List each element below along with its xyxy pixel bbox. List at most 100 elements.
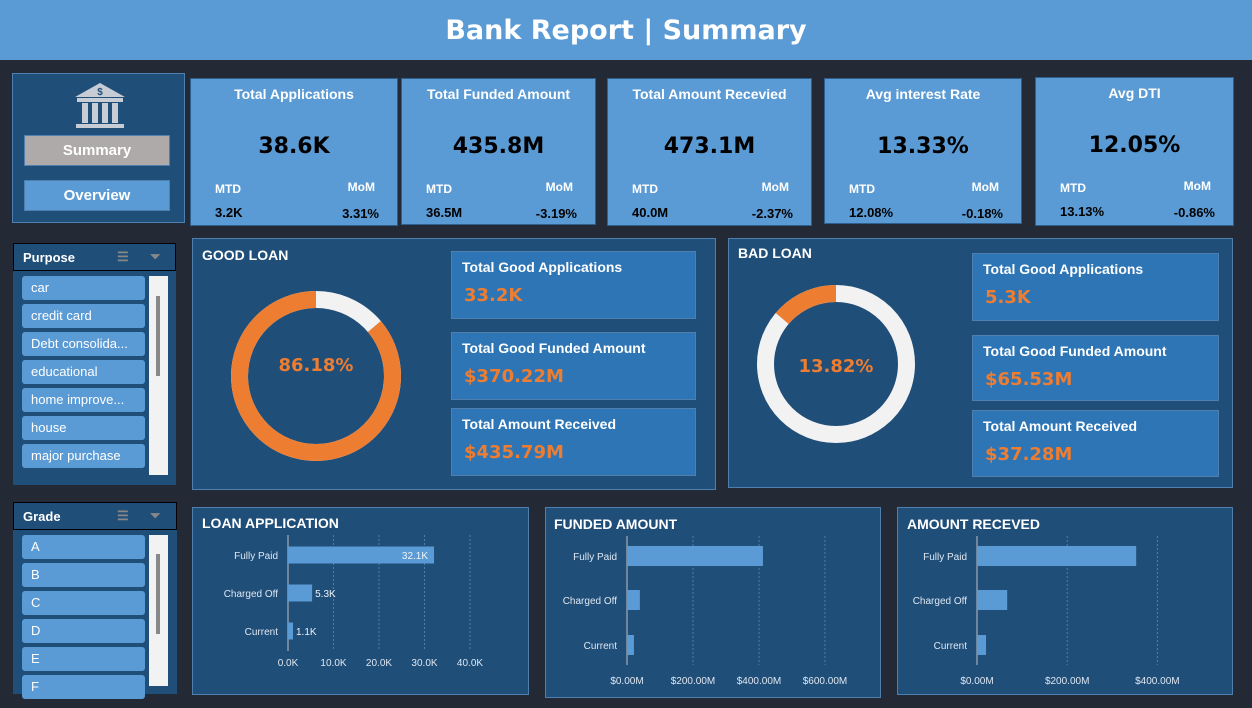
mom-label: MoM [761, 180, 789, 194]
slicer-item[interactable]: home improve... [22, 388, 145, 412]
scrollbar[interactable] [149, 276, 168, 475]
bar [977, 635, 987, 655]
stat-card: Total Good Funded Amount $65.53M [972, 335, 1219, 401]
kpi-title: Avg interest Rate [865, 86, 981, 102]
chart-title: LOAN APPLICATION [202, 515, 339, 531]
slicer-title: Grade [23, 508, 61, 524]
data-label: 1.1K [296, 627, 317, 638]
clear-filter-icon[interactable]: ⏷ [150, 249, 161, 264]
tick-label: $600.00M [803, 676, 847, 687]
slicer-item[interactable]: credit card [22, 304, 145, 328]
slicer-item[interactable]: F [22, 675, 145, 699]
stat-card: Total Good Applications 33.2K [451, 251, 696, 319]
data-label: 5.3K [315, 589, 336, 600]
bad-loan-panel: BAD LOAN 13.82% Total Good Applications 5… [728, 238, 1233, 488]
category-label: Current [934, 641, 968, 652]
tick-label: $200.00M [671, 676, 715, 687]
kpi-value: 38.6K [258, 134, 330, 159]
slicer-item[interactable]: car [22, 276, 145, 300]
slicer-item[interactable]: Debt consolida... [22, 332, 145, 356]
kpi-total-applications: Total Applications 38.6K MTD MoM 3.2K 3.31% [190, 78, 398, 226]
svg-text:$: $ [97, 87, 103, 98]
slicer-item[interactable]: D [22, 619, 145, 643]
mom-value: -2.37% [751, 206, 793, 221]
mtd-label: MTD [426, 182, 452, 196]
stat-card: Total Good Funded Amount $370.22M [451, 332, 696, 400]
summary-button[interactable]: Summary [24, 135, 170, 166]
kpi-avg-dti: Avg DTI 12.05% MTD MoM 13.13% -0.86% [1035, 77, 1234, 226]
chart-svg: 0.0K 10.0K 20.0K 30.0K 40.0K Fully Paid 32.1K C… [224, 535, 483, 669]
clear-filter-icon[interactable]: ⏷ [150, 508, 161, 523]
donut-slice [231, 291, 401, 461]
slicer-item[interactable]: E [22, 647, 145, 671]
slicer-item[interactable]: A [22, 535, 145, 559]
mtd-value: 40.0M [632, 205, 669, 220]
tick-label: $0.00M [610, 676, 643, 687]
bar [627, 546, 763, 566]
kpi-title: Avg DTI [1108, 85, 1161, 101]
mom-value: -0.18% [961, 206, 1003, 221]
slicer-item[interactable]: B [22, 563, 145, 587]
stat-card: Total Good Applications 5.3K [972, 253, 1219, 321]
bar [288, 622, 294, 640]
kpi-title: Total Amount Recevied [632, 86, 787, 102]
stat-label: Total Amount Received [983, 418, 1138, 434]
stat-label: Total Good Applications [983, 261, 1144, 277]
kpi-avg-interest: Avg interest Rate 13.33% MTD MoM 12.08% -0.… [824, 78, 1022, 224]
tick-label: 30.0K [411, 658, 437, 669]
donut-slice [757, 285, 915, 443]
kpi-total-received: Total Amount Recevied 473.1M MTD MoM 40.0M… [607, 78, 812, 226]
panel-title: BAD LOAN [738, 245, 812, 261]
bad-loan-donut [757, 285, 915, 443]
slicer-item[interactable]: major purchase [22, 444, 145, 468]
category-label: Current [245, 627, 279, 638]
good-loan-panel: GOOD LOAN 86.18% Total Good Applications… [192, 238, 716, 490]
scrollbar[interactable] [149, 535, 168, 686]
tick-label: $400.00M [1135, 676, 1179, 687]
nav-panel: $ Summary Overview [12, 73, 185, 223]
mtd-value: 36.5M [426, 205, 463, 220]
tick-label: 20.0K [366, 658, 392, 669]
category-label: Fully Paid [573, 552, 617, 563]
mtd-value: 12.08% [849, 205, 894, 220]
chart-title: FUNDED AMOUNT [554, 516, 678, 532]
stat-value: $435.79M [464, 442, 564, 463]
bar [288, 546, 435, 564]
stat-value: 33.2K [464, 285, 523, 306]
stat-label: Total Amount Received [462, 416, 617, 432]
multi-select-icon[interactable]: ☰ [117, 249, 129, 264]
chart-svg: $0.00M $200.00M $400.00M Fully Paid Charged … [913, 536, 1180, 687]
slicer-header: Grade ☰ ⏷ [13, 502, 177, 530]
kpi-value: 473.1M [663, 134, 756, 159]
stat-value: $65.53M [985, 369, 1073, 390]
chart-title: AMOUNT RECEVED [907, 516, 1041, 532]
mtd-value: 3.2K [215, 205, 243, 220]
chart-svg: $0.00M $200.00M $400.00M $600.00M Fully Paid… [563, 536, 847, 687]
slicer-item[interactable]: C [22, 591, 145, 615]
overview-button[interactable]: Overview [24, 180, 170, 211]
category-label: Charged Off [224, 589, 279, 600]
data-label: 32.1K [402, 551, 428, 562]
kpi-total-funded: Total Funded Amount 435.8M MTD MoM 36.5M -3… [401, 78, 596, 225]
stat-card: Total Amount Received $37.28M [972, 410, 1219, 477]
tick-label: 0.0K [278, 658, 299, 669]
category-label: Current [584, 641, 618, 652]
slicer-item[interactable]: house [22, 416, 145, 440]
amount-received-chart: AMOUNT RECEVED $0.00M $200.00M $400.00M Ful… [897, 507, 1233, 695]
bar [977, 590, 1008, 610]
slicer-title: Purpose [23, 249, 76, 265]
multi-select-icon[interactable]: ☰ [117, 508, 129, 523]
mtd-label: MTD [632, 182, 658, 196]
mom-label: MoM [347, 180, 375, 194]
stat-value: $370.22M [464, 366, 564, 387]
kpi-value: 435.8M [452, 134, 545, 159]
good-loan-donut [231, 291, 401, 461]
category-label: Charged Off [913, 596, 968, 607]
tick-label: $0.00M [960, 676, 993, 687]
slicer-item[interactable]: educational [22, 360, 145, 384]
donut-percent: 86.18% [278, 355, 354, 376]
stat-label: Total Good Applications [462, 259, 623, 275]
mom-label: MoM [1183, 179, 1211, 193]
bank-icon: $ [75, 83, 125, 128]
